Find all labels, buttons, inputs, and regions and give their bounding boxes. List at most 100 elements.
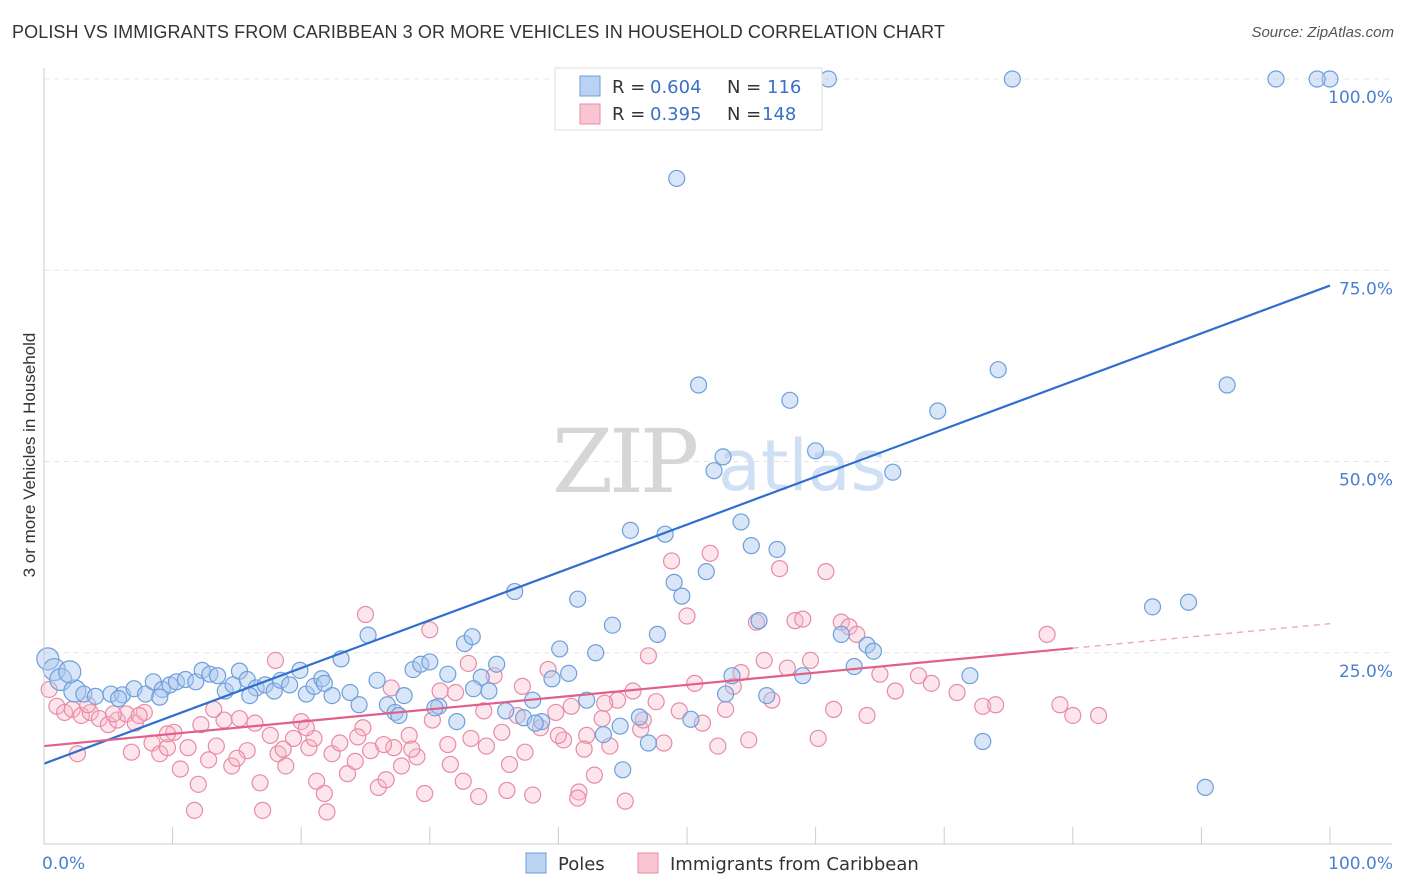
poles-point [697, 563, 715, 581]
poles-point [281, 676, 299, 694]
poles-point [488, 655, 506, 673]
caribbean-point [570, 783, 588, 801]
poles-point [1321, 70, 1339, 88]
poles-point [845, 657, 863, 676]
caribbean-point [886, 682, 904, 700]
caribbean-point [230, 709, 249, 728]
poles-point [463, 628, 481, 646]
poles-point [193, 661, 211, 679]
caribbean-point [470, 787, 488, 806]
poles-point [421, 653, 439, 671]
poles-point [1308, 70, 1326, 88]
caribbean-point [207, 737, 225, 755]
caribbean-point [122, 743, 141, 761]
y-tick-label: 75.0% [1339, 279, 1393, 299]
caribbean-point [297, 719, 315, 737]
caribbean-point [987, 696, 1005, 714]
poles-point [560, 664, 578, 683]
caribbean-point [392, 757, 411, 775]
caribbean-point [385, 739, 403, 757]
caribbean-point [192, 716, 210, 734]
poles-point [136, 685, 155, 703]
poles-points [36, 70, 1339, 796]
poles-point [368, 671, 386, 689]
caribbean-point [794, 610, 812, 628]
caribbean-point [547, 703, 565, 722]
poles-point [665, 573, 683, 591]
caribbean-point [616, 792, 634, 810]
caribbean-point [516, 743, 534, 761]
poles-n-label: N = [727, 77, 761, 98]
grid [44, 78, 1392, 654]
caribbean-point [1038, 625, 1056, 643]
poles-point [151, 688, 169, 706]
poles-point [732, 513, 750, 531]
poles-point [341, 683, 359, 702]
poles-point [448, 712, 466, 731]
caribbean-point [374, 735, 393, 754]
caribbean-point [498, 781, 516, 800]
poles-trend-line [43, 284, 1331, 765]
caribbean-point [801, 651, 820, 670]
y-tick-label: 25.0% [1339, 662, 1393, 682]
poles-point [1179, 593, 1198, 611]
caribbean-point [500, 755, 519, 774]
poles-point [682, 710, 700, 728]
caribbean-point [585, 766, 604, 784]
caribbean-point [171, 760, 189, 778]
poles-point [209, 667, 227, 685]
poles-point [86, 687, 105, 705]
caribbean-trend-line [43, 647, 1073, 748]
poles-point [526, 714, 544, 732]
poles-point [315, 674, 333, 692]
caribbean-point [349, 728, 367, 746]
caribbean-point [431, 682, 449, 700]
poles-point [929, 402, 947, 420]
poles-point [961, 667, 979, 685]
caribbean-point [477, 737, 495, 755]
caribbean-point [549, 726, 568, 744]
poles-point [480, 682, 498, 700]
poles-swatch [579, 75, 601, 97]
poles-point [689, 376, 708, 394]
x-tick-label: 100.0% [1328, 854, 1393, 874]
poles-point [63, 679, 87, 703]
caribbean-n-label: N = [727, 104, 761, 125]
caribbean-point [575, 740, 593, 758]
caribbean-point [284, 729, 303, 748]
poles-point [858, 636, 876, 654]
caribbean-point [647, 693, 665, 711]
caribbean-point [338, 765, 357, 783]
poles-point [176, 670, 195, 689]
caribbean-point [655, 734, 673, 752]
caribbean-point [1051, 696, 1069, 714]
y-tick-label: 100.0% [1328, 88, 1393, 108]
caribbean-point [569, 789, 587, 807]
caribbean-point [825, 700, 843, 718]
poles-point [611, 717, 629, 735]
stats-legend: R = 0.604 N = 116 R = 0.395 N = 148 [554, 67, 823, 131]
poles-point [603, 616, 622, 634]
caribbean-point [382, 679, 400, 697]
poles-point [781, 391, 799, 409]
poles-point [350, 696, 368, 714]
caribbean-trend-extension [1072, 622, 1331, 649]
caribbean-point [475, 702, 493, 720]
caribbean-point [277, 757, 295, 775]
caribbean-point [331, 734, 349, 752]
caribbean-point [354, 719, 372, 737]
poles-point [551, 640, 569, 658]
y-tick-label: 50.0% [1339, 471, 1393, 491]
caribbean-point [817, 563, 835, 581]
poles-point [714, 448, 732, 466]
poles-point [639, 734, 658, 752]
poles-point [794, 667, 812, 685]
caribbean-point [251, 774, 269, 792]
poles-point [621, 521, 640, 539]
chart-title: POLISH VS IMMIGRANTS FROM CARIBBEAN 3 OR… [12, 22, 945, 42]
poles-point [1267, 70, 1285, 88]
caribbean-point [269, 745, 287, 763]
caribbean-point [454, 772, 472, 790]
caribbean-point [909, 667, 928, 685]
poles-point [1196, 778, 1214, 796]
